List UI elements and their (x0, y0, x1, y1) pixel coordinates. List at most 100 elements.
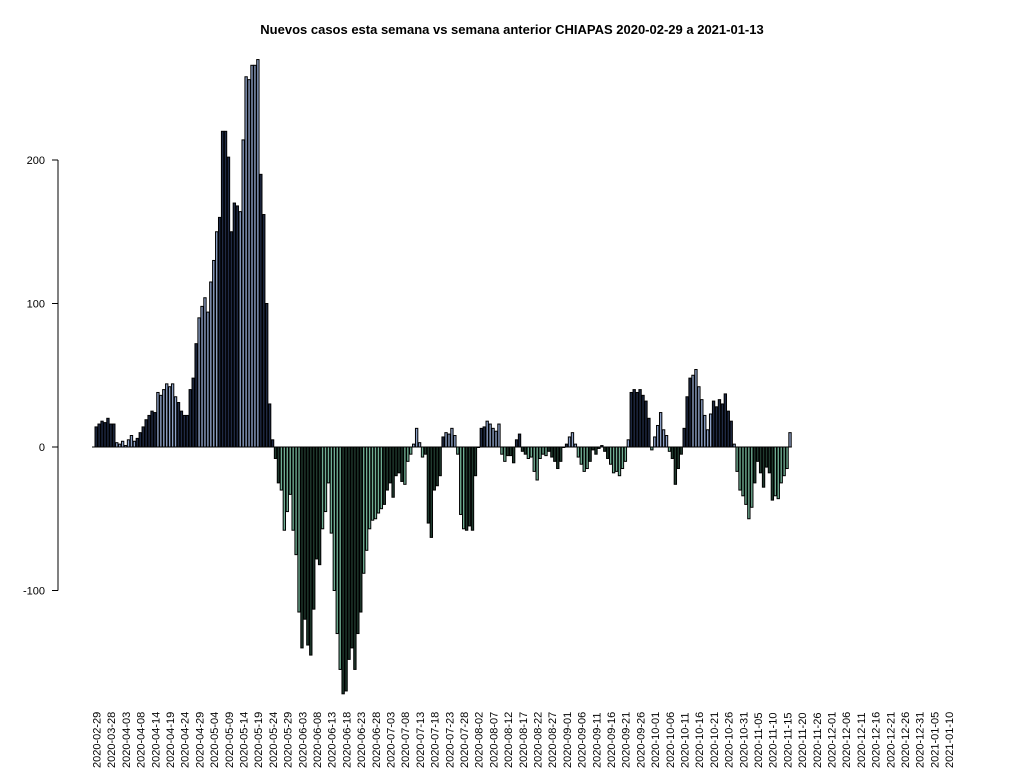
bar (735, 446, 739, 472)
bar (614, 446, 619, 472)
x-tick-label: 2020-05-14 (239, 712, 251, 768)
bar (150, 410, 154, 448)
bar (541, 446, 545, 455)
bar (147, 414, 151, 448)
bar (611, 446, 616, 474)
bar (538, 446, 542, 459)
bar (482, 426, 486, 448)
bar (229, 231, 234, 448)
bar (785, 446, 789, 470)
bar (391, 446, 395, 498)
x-tick-label: 2020-10-11 (680, 713, 692, 768)
bar (623, 446, 628, 462)
bar (470, 446, 475, 531)
x-tick-label: 2020-11-05 (753, 713, 765, 768)
bar (629, 391, 633, 448)
bar (120, 440, 125, 448)
x-tick-label: 2020-12-26 (900, 712, 912, 768)
bar (279, 446, 284, 491)
bar (656, 424, 660, 448)
bar (215, 231, 219, 448)
bar (514, 439, 519, 448)
bar (385, 446, 389, 491)
bar (306, 446, 310, 646)
bar (523, 446, 528, 455)
bar (582, 446, 586, 472)
bar (329, 446, 334, 534)
bar (412, 443, 416, 448)
bar (291, 446, 295, 531)
bar (262, 214, 266, 448)
bar (714, 406, 719, 448)
bar (488, 423, 492, 448)
bar (341, 446, 345, 695)
x-tick-label: 2020-06-13 (327, 712, 339, 768)
bar (694, 369, 698, 448)
bar (414, 427, 419, 448)
bar (138, 432, 142, 448)
x-tick-label: 2020-03-28 (106, 712, 118, 768)
bar (782, 446, 786, 477)
bar (467, 446, 472, 527)
x-tick-label: 2020-10-06 (665, 712, 677, 768)
bar (517, 433, 522, 448)
bar (235, 205, 239, 448)
bar (338, 446, 342, 670)
x-tick-label: 2020-07-18 (430, 712, 442, 768)
x-tick-label: 2020-09-11 (591, 713, 603, 768)
bar (756, 446, 760, 462)
bar (403, 446, 407, 485)
bar (162, 389, 166, 448)
bar (423, 446, 428, 455)
bar (550, 446, 554, 458)
bar (753, 446, 757, 484)
bar (185, 414, 189, 448)
bar (394, 446, 398, 477)
bar (276, 446, 281, 484)
bar (168, 386, 172, 448)
bar (632, 389, 636, 448)
bar (573, 443, 578, 448)
x-tick-label: 2020-10-31 (738, 712, 750, 768)
bar (497, 423, 501, 448)
bar (779, 446, 783, 484)
bar (97, 423, 101, 448)
bar (500, 446, 504, 455)
bar (676, 446, 680, 470)
bar (435, 446, 439, 487)
y-tick-label: 100 (27, 299, 45, 311)
bar (253, 64, 257, 448)
bar (532, 446, 536, 472)
bar (144, 419, 148, 448)
bar (362, 446, 366, 574)
bar (464, 446, 469, 531)
bar (176, 402, 181, 448)
x-tick-label: 2020-10-16 (694, 712, 706, 768)
bar (485, 420, 489, 448)
bar (494, 430, 498, 448)
bar (647, 417, 651, 448)
bar (503, 446, 507, 462)
bar (265, 303, 269, 448)
bar (444, 432, 448, 448)
bar (741, 446, 745, 497)
bar (441, 436, 445, 448)
bar (188, 389, 192, 448)
bar (241, 139, 245, 448)
bar (356, 446, 360, 635)
bar (476, 446, 481, 448)
bar (94, 426, 98, 448)
bar (456, 446, 460, 455)
bar (156, 391, 160, 448)
bar (570, 432, 575, 448)
bar (770, 446, 775, 501)
bar (217, 216, 222, 448)
bar (644, 400, 648, 448)
bar (641, 394, 645, 448)
bar (256, 59, 260, 448)
bar (197, 317, 201, 448)
bar (547, 446, 551, 452)
bar (747, 446, 751, 520)
x-tick-label: 2020-06-23 (356, 712, 368, 768)
x-tick-label: 2020-05-09 (224, 712, 236, 768)
